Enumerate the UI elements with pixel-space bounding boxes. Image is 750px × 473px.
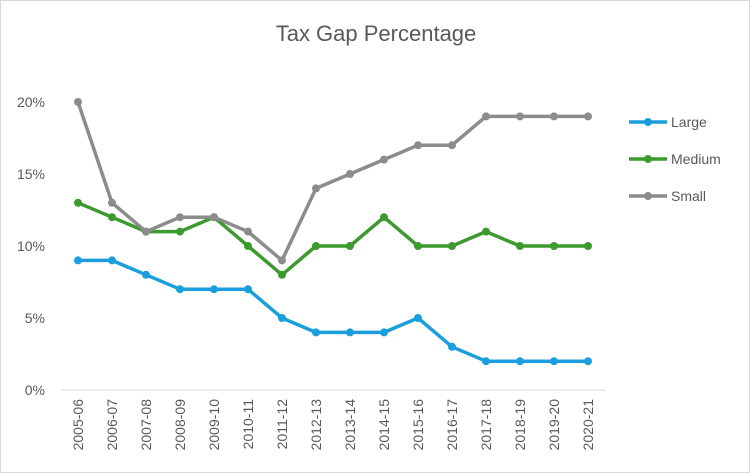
- x-tick-label: 2010-11: [240, 399, 256, 450]
- series-line: [76, 258, 590, 363]
- x-tick-label: 2020-21: [580, 399, 596, 451]
- data-point: [210, 285, 218, 294]
- data-point: [74, 198, 82, 207]
- data-point: [414, 314, 422, 322]
- y-tick-label: 5%: [25, 310, 45, 326]
- x-tick-label: 2015-16: [410, 399, 426, 451]
- data-point: [380, 213, 388, 222]
- x-tick-label: 2008-09: [172, 399, 188, 451]
- series-line: [76, 201, 590, 277]
- x-tick-label: 2006-07: [104, 399, 120, 451]
- data-point: [176, 285, 184, 294]
- legend-swatch-marker: [644, 155, 652, 163]
- x-tick-label: 2018-19: [512, 399, 528, 451]
- data-point: [550, 112, 558, 121]
- x-tick-label: 2014-15: [376, 399, 392, 451]
- x-tick-label: 2007-08: [138, 399, 154, 451]
- legend-label: Medium: [671, 151, 721, 167]
- chart-title: Tax Gap Percentage: [275, 21, 477, 46]
- data-point: [516, 242, 524, 250]
- data-point: [346, 242, 354, 250]
- data-point: [278, 270, 286, 279]
- series-line: [76, 100, 590, 263]
- data-point: [108, 213, 116, 222]
- data-point: [346, 170, 354, 178]
- data-point: [550, 242, 558, 250]
- x-tick-label: 2009-10: [206, 399, 222, 451]
- data-point: [346, 328, 354, 337]
- data-point: [278, 314, 286, 322]
- data-point: [244, 285, 252, 294]
- data-point: [142, 270, 150, 279]
- data-point: [482, 227, 490, 236]
- data-point: [74, 98, 82, 106]
- data-point: [448, 342, 456, 351]
- data-point: [176, 213, 184, 222]
- data-point: [312, 328, 320, 337]
- data-point: [108, 198, 116, 207]
- data-point: [312, 242, 320, 250]
- legend-item-medium: Medium: [629, 151, 721, 167]
- data-point: [244, 242, 252, 250]
- data-point: [278, 256, 286, 265]
- legend-item-small: Small: [629, 188, 706, 204]
- x-tick-label: 2005-06: [70, 399, 86, 451]
- x-tick-label: 2019-20: [546, 399, 562, 451]
- data-point: [482, 357, 490, 366]
- data-point: [380, 155, 388, 164]
- data-point: [550, 357, 558, 366]
- data-point: [414, 141, 422, 150]
- data-point: [380, 328, 388, 337]
- data-point: [108, 256, 116, 265]
- data-point: [176, 227, 184, 236]
- data-point: [516, 357, 524, 366]
- axes: 0% 5% 10% 15% 20% 2005-06 2006-07 2007-08 2008-0…: [17, 94, 606, 450]
- series-layer: [74, 98, 592, 366]
- y-tick-label: 20%: [17, 94, 45, 110]
- legend-swatch-marker: [644, 118, 652, 126]
- series-large: [74, 256, 592, 366]
- x-tick-label: 2011-12: [274, 399, 290, 450]
- data-point: [482, 112, 490, 121]
- legend: Large Medium Small: [629, 114, 721, 204]
- legend-label: Small: [671, 188, 706, 204]
- x-tick-label: 2017-18: [478, 399, 494, 451]
- y-tick-label: 0%: [25, 382, 45, 398]
- series-medium: [74, 198, 592, 279]
- x-tick-label: 2013-14: [342, 399, 358, 451]
- data-point: [584, 357, 592, 366]
- data-point: [244, 227, 252, 236]
- x-tick-label: 2016-17: [444, 399, 460, 451]
- y-tick-label: 10%: [17, 238, 45, 254]
- series-small: [74, 98, 592, 265]
- data-point: [210, 213, 218, 222]
- data-point: [584, 112, 592, 121]
- legend-swatch-marker: [644, 192, 652, 200]
- data-point: [448, 141, 456, 150]
- legend-item-large: Large: [629, 114, 707, 130]
- data-point: [448, 242, 456, 250]
- data-point: [312, 184, 320, 193]
- data-point: [516, 112, 524, 121]
- legend-label: Large: [671, 114, 707, 130]
- x-tick-label: 2012-13: [308, 399, 324, 451]
- data-point: [142, 227, 150, 236]
- y-tick-label: 15%: [17, 166, 45, 182]
- data-point: [74, 256, 82, 265]
- data-point: [584, 242, 592, 250]
- data-point: [414, 242, 422, 250]
